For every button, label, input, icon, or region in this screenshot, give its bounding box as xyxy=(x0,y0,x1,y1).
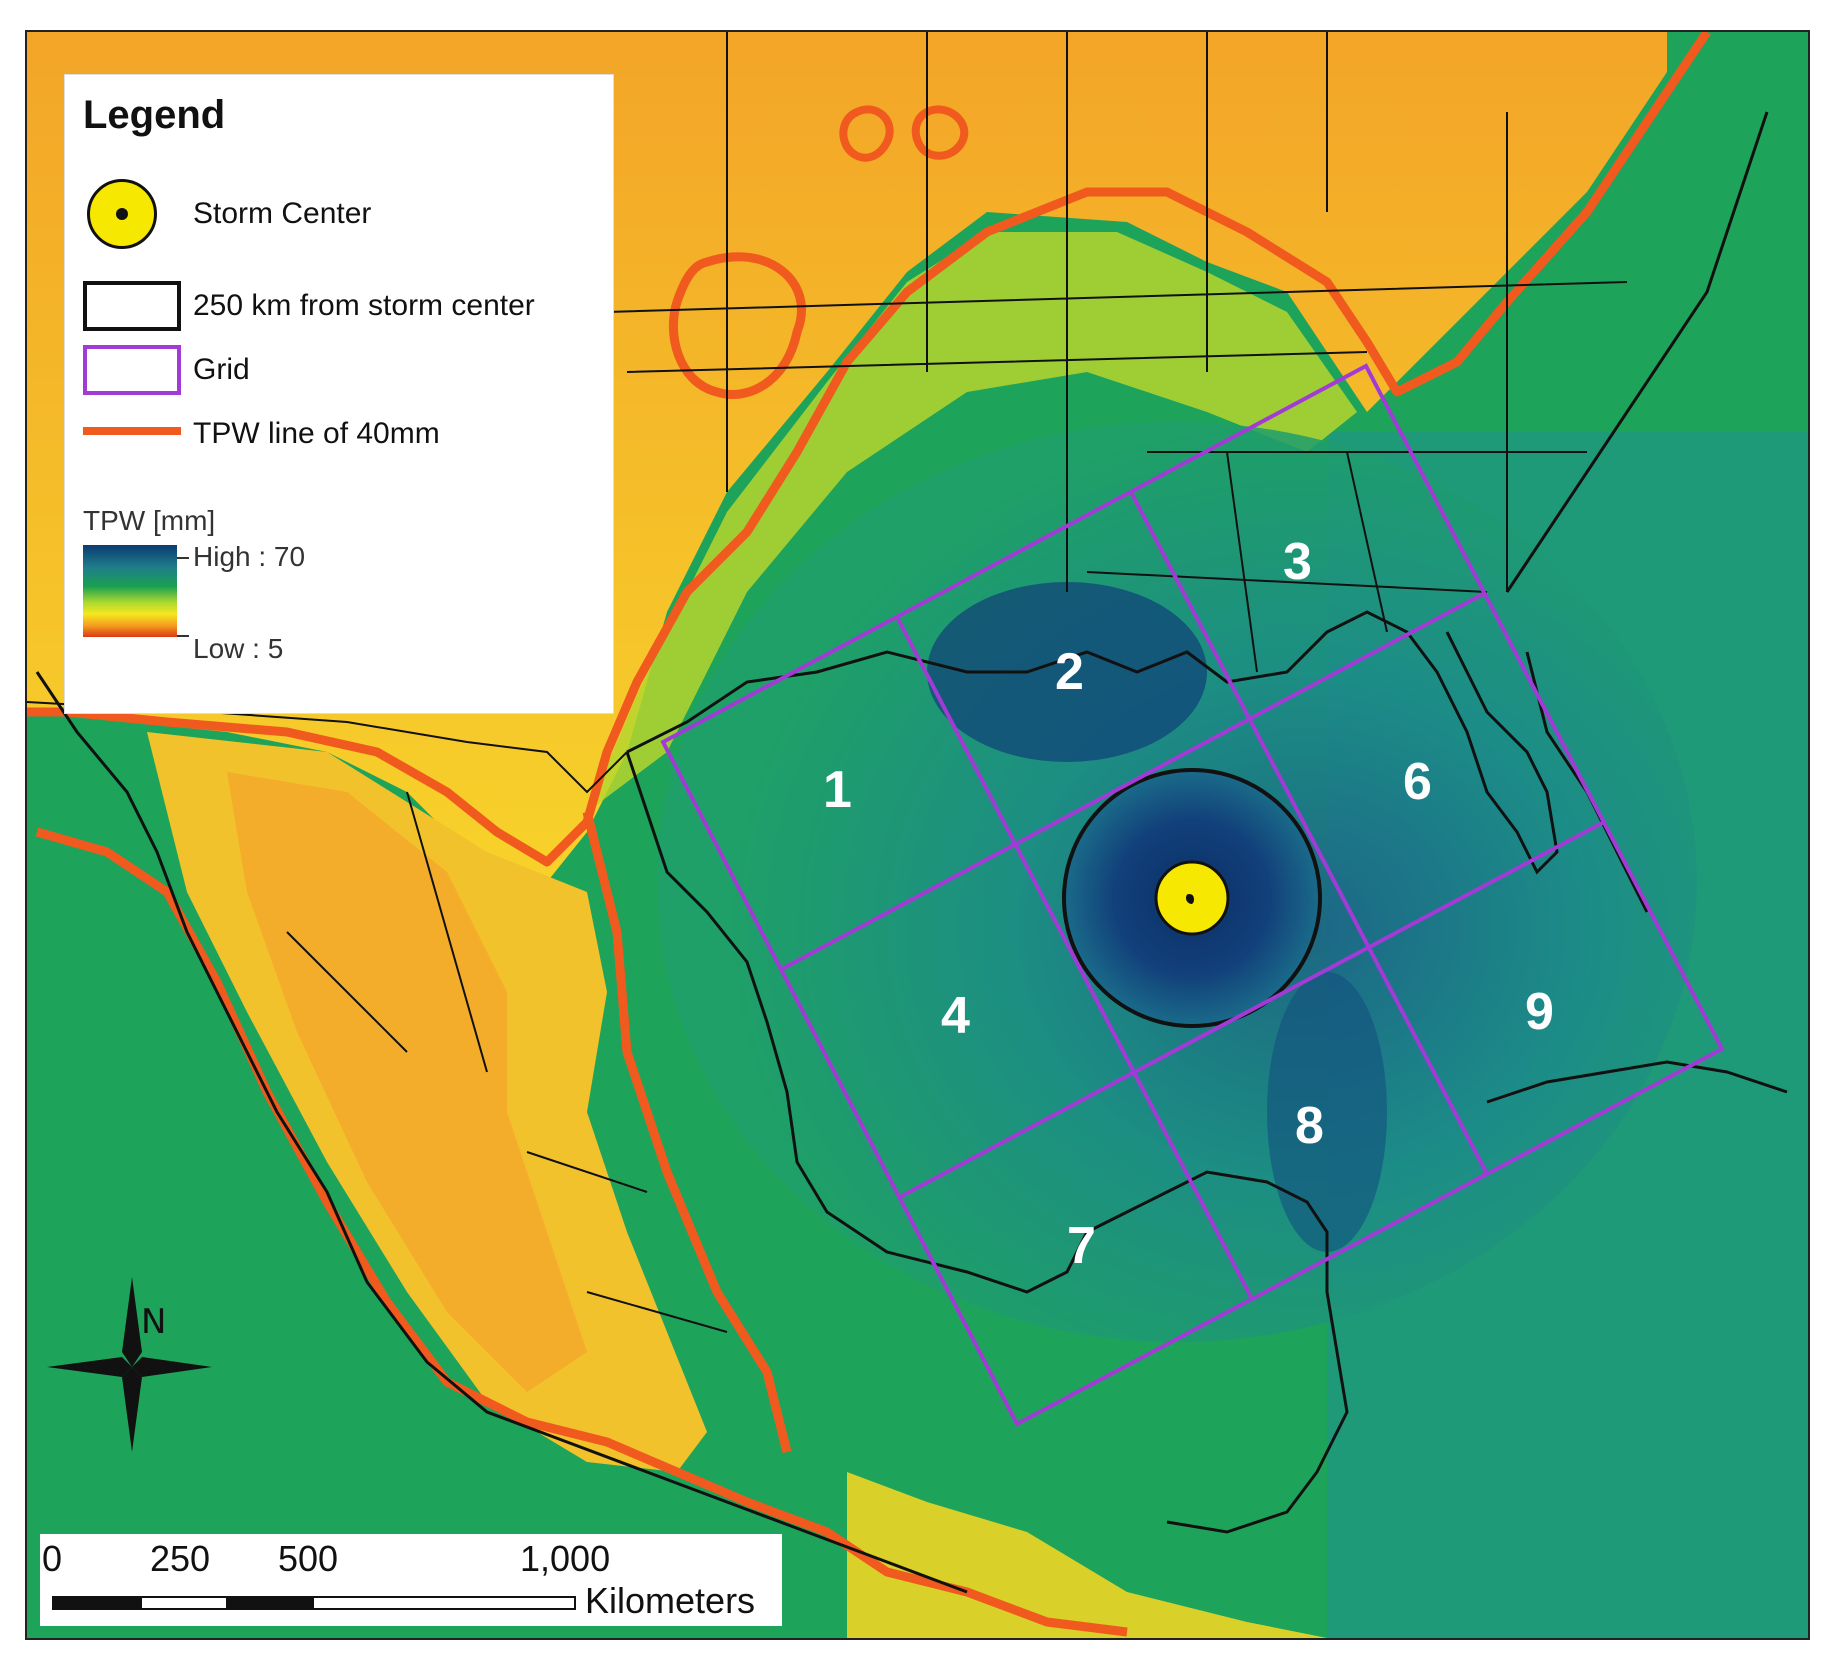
scale-segment-2 xyxy=(140,1596,228,1610)
250km-box-symbol xyxy=(83,281,181,331)
north-arrow-label: N xyxy=(141,1302,167,1342)
legend-item-grid: Grid xyxy=(65,343,605,403)
tpw-40mm-loop-1 xyxy=(668,252,806,399)
moisture-plume-south xyxy=(1267,972,1387,1252)
scale-segment-4 xyxy=(312,1596,576,1610)
mexico-state-borders xyxy=(286,791,728,1333)
grid-cell-label-7: 7 xyxy=(1067,1217,1096,1275)
legend-title: Legend xyxy=(83,93,226,137)
grid-line-h2 xyxy=(899,820,1605,1199)
tpw-40mm-contour-mexico xyxy=(35,827,1128,1637)
scale-bar: 0 250 500 1,000 Kilometers xyxy=(40,1534,782,1626)
tpw-ramp-title: TPW [mm] xyxy=(83,505,216,536)
storm-center-symbol xyxy=(87,179,157,249)
grid-cell-label-9: 9 xyxy=(1525,983,1554,1041)
grid-line-v2 xyxy=(1129,491,1489,1175)
tpw-low-label: Low : 5 xyxy=(193,633,284,664)
grid-outline xyxy=(660,363,1725,1427)
legend-label-250km: 250 km from storm center xyxy=(193,289,535,322)
legend-label-storm-center: Storm Center xyxy=(193,197,372,230)
legend-item-storm-center: Storm Center xyxy=(65,175,605,255)
grid-cell-label-3: 3 xyxy=(1283,533,1312,591)
tpw-high-label: High : 70 xyxy=(193,541,306,572)
scale-segment-1 xyxy=(52,1596,142,1610)
scale-segment-3 xyxy=(226,1596,314,1610)
legend-item-tpw-line: TPW line of 40mm xyxy=(65,407,605,467)
scale-label-250: 250 xyxy=(150,1538,211,1579)
scale-label-0: 0 xyxy=(42,1538,63,1579)
tpw-40mm-contour-interior xyxy=(582,810,792,1454)
tpw-tick-low xyxy=(177,635,189,637)
mexico-gulf-coast xyxy=(625,751,1349,1534)
legend-item-250km: 250 km from storm center xyxy=(65,279,605,339)
analysis-grid xyxy=(660,363,1725,1427)
grid-cell-label-6: 6 xyxy=(1403,753,1432,811)
storm-center-dot xyxy=(1186,892,1198,904)
atlantic-coastline xyxy=(1505,111,1769,593)
tpw-tick-high xyxy=(177,557,189,559)
grid-cell-label-4: 4 xyxy=(941,987,970,1045)
tpw-40mm-contour xyxy=(27,32,1711,867)
legend-label-tpw-line: TPW line of 40mm xyxy=(193,417,440,450)
cuba-coastline xyxy=(1486,1060,1788,1104)
grid-box-symbol xyxy=(83,345,181,395)
grid-line-h1 xyxy=(781,591,1486,971)
grid-line-v1 xyxy=(895,616,1254,1300)
tpw-line-symbol xyxy=(83,427,181,435)
moisture-plume-north xyxy=(927,582,1207,762)
moist-band-north xyxy=(587,232,1357,812)
tpw-40mm-loop-3 xyxy=(911,105,969,160)
grid-cell-label-5: 5 xyxy=(1177,870,1202,919)
gulf-coastline xyxy=(626,610,1559,875)
grid-cell-label-2: 2 xyxy=(1055,643,1084,701)
tpw-color-ramp xyxy=(83,545,177,637)
dry-core-mexico xyxy=(227,772,587,1392)
us-state-borders xyxy=(606,32,1628,673)
north-arrow xyxy=(47,1277,212,1452)
map-frame: 1 2 3 4 5 6 7 8 9 N xyxy=(25,30,1810,1640)
legend-panel: Legend Storm Center 250 km from storm ce… xyxy=(64,74,614,714)
tpw-40mm-loop-2 xyxy=(839,105,894,162)
grid-cell-label-1: 1 xyxy=(823,761,852,819)
scale-label-1000: 1,000 xyxy=(520,1538,611,1579)
legend-label-grid: Grid xyxy=(193,353,250,386)
map-canvas xyxy=(27,32,1808,1638)
scale-units-label: Kilometers xyxy=(585,1580,756,1621)
grid-cell-label-8: 8 xyxy=(1295,1097,1324,1155)
mexico-pacific-coast xyxy=(35,671,968,1594)
scale-label-500: 500 xyxy=(278,1538,339,1579)
